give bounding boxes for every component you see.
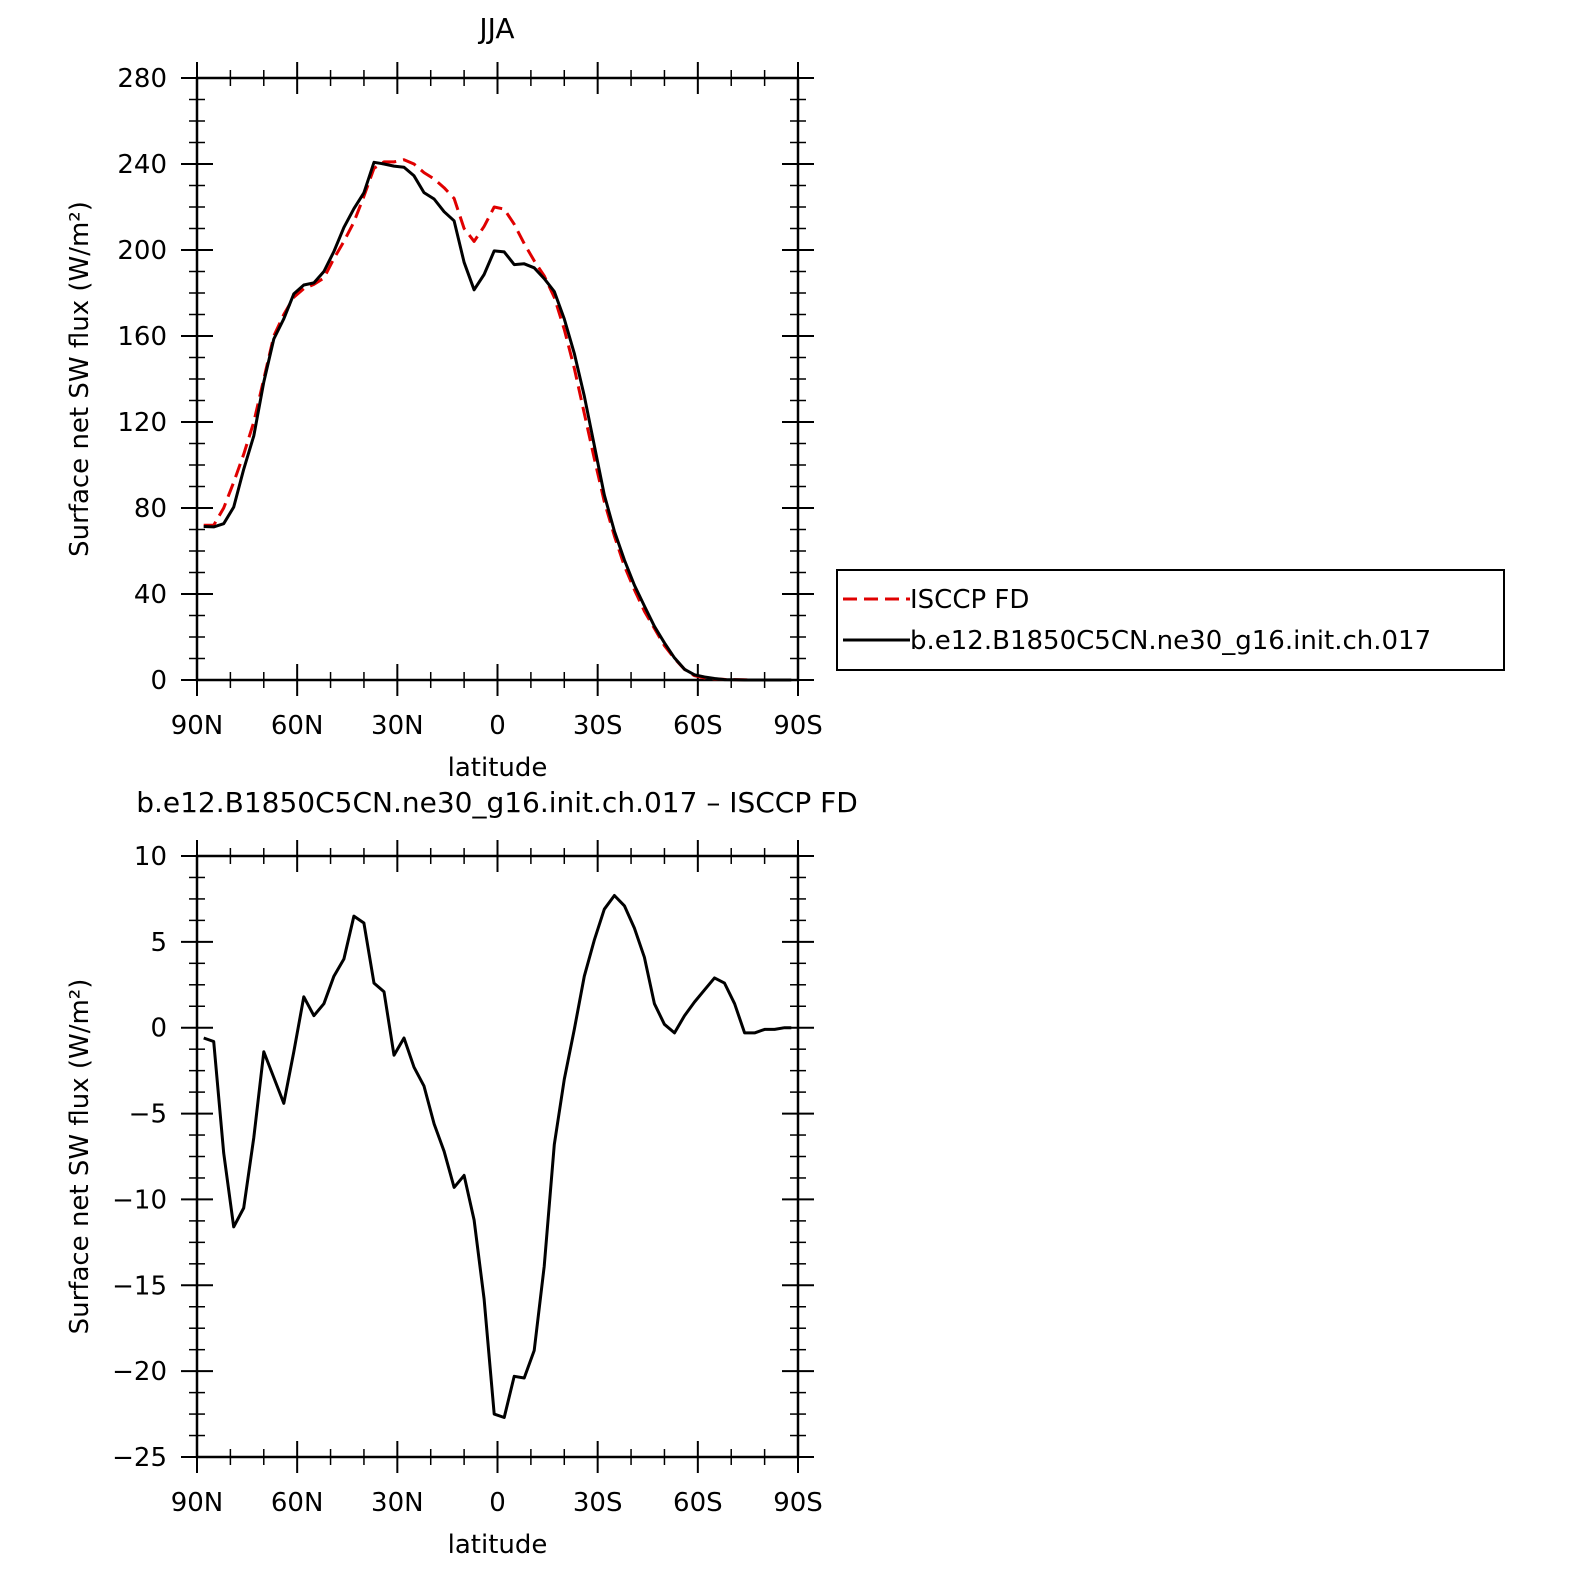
top-chart-title: JJA [477,12,514,45]
top-chart-ytick-label: 0 [150,666,167,696]
bottom-chart-ylabel: Surface net SW flux (W/m²) [65,979,95,1335]
top-chart-series-line-0 [203,158,792,682]
top-chart-xtick-label: 0 [489,711,506,741]
top-chart-frame [195,76,800,682]
top-chart-ylabel: Surface net SW flux (W/m²) [65,201,95,557]
top-chart-xtick-label: 30N [371,711,424,741]
bottom-chart-series-line-0 [203,894,792,1419]
bottom-chart: −25 −20 −15 −10 −5 0 5 10 90N 60N 30N 0 30S 60S 90S b.e… [65,786,858,1560]
top-chart-ytick-label: 120 [117,408,167,438]
bottom-chart-xtick-label: 90N [171,1488,224,1518]
legend-label-0: ISCCP FD [910,585,1029,615]
bottom-chart-ytick-label: 5 [150,928,167,958]
top-chart-series-line-1 [203,160,792,682]
bottom-chart-ytick-label: 10 [134,842,167,872]
top-chart-xtick-label: 90S [773,711,823,741]
top-chart-xlabel: latitude [448,753,548,783]
bottom-chart-xtick-label: 0 [489,1488,506,1518]
bottom-chart-xtick-label: 30S [573,1488,623,1518]
top-chart-xtick-label: 60S [673,711,723,741]
top-chart-xtick-label: 30S [573,711,623,741]
top-chart-xtick-label: 60N [271,711,324,741]
legend-box [836,569,1505,671]
top-chart-ytick-label: 280 [117,64,167,94]
top-chart-ytick-label: 160 [117,322,167,352]
bottom-chart-title: b.e12.B1850C5CN.ne30_g16.init.ch.017 – I… [136,786,858,819]
top-chart-ytick-label: 40 [134,580,167,610]
bottom-chart-xtick-label: 60N [271,1488,324,1518]
legend-label-1: b.e12.B1850C5CN.ne30_g16.init.ch.017 [910,626,1431,656]
top-chart-ytick-label: 200 [117,236,167,266]
bottom-chart-ytick-label: −10 [112,1185,167,1215]
bottom-chart-ytick-label: −20 [112,1357,167,1387]
top-chart-legend: ISCCP FD b.e12.B1850C5CN.ne30_g16.init.ch… [836,569,1505,671]
bottom-chart-xlabel: latitude [448,1530,548,1560]
bottom-chart-xtick-label: 30N [371,1488,424,1518]
bottom-chart-xtick-label: 60S [673,1488,723,1518]
top-chart: 0 40 80 120 160 200 240 280 90N 60N 30N 0 30S 60S 90S J… [65,12,823,783]
bottom-chart-frame [195,854,800,1459]
bottom-chart-ytick-label: −25 [112,1443,167,1473]
bottom-chart-ytick-label: 0 [150,1014,167,1044]
bottom-chart-ytick-label: −15 [112,1271,167,1301]
top-chart-xtick-label: 90N [171,711,224,741]
top-chart-ytick-label: 240 [117,150,167,180]
top-chart-ytick-label: 80 [134,494,167,524]
bottom-chart-xtick-label: 90S [773,1488,823,1518]
bottom-chart-ytick-label: −5 [129,1100,167,1130]
